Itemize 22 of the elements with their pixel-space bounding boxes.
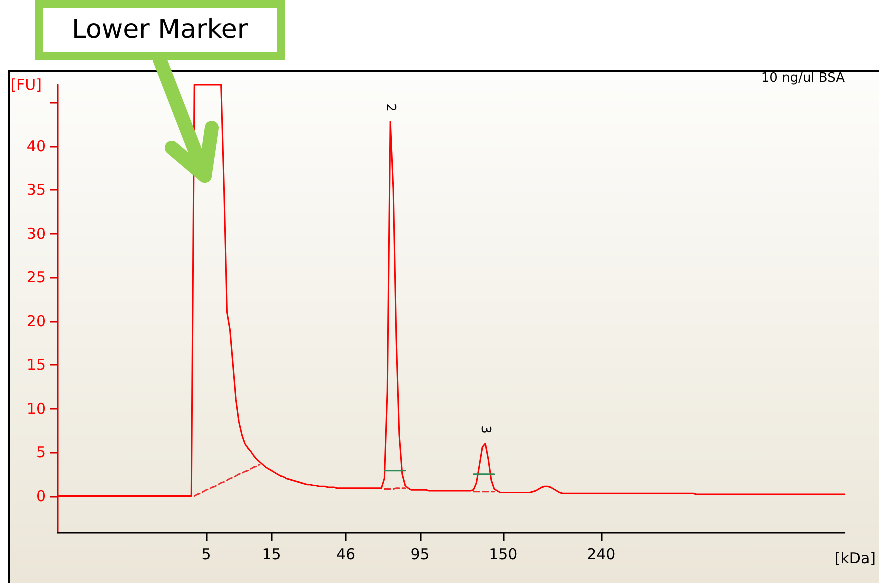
x-tick-label: 240	[587, 546, 616, 564]
x-tick-label: 15	[262, 546, 282, 564]
annotation: 10 ng/ul BSA	[761, 71, 846, 86]
y-tick-label: 5	[36, 444, 46, 462]
line-series	[57, 84, 846, 497]
y-tick-label: 20	[26, 312, 46, 330]
text: Lower Marker	[35, 0, 285, 60]
y-tick-label: 40	[26, 137, 46, 156]
annotation: 3	[478, 426, 494, 434]
x-tick-label: 150	[489, 546, 518, 564]
y-axis-title: [FU]	[10, 76, 42, 94]
x-tick-label: 95	[410, 546, 430, 564]
x-tick-label: 46	[336, 546, 356, 564]
y-tick-label: 35	[26, 181, 46, 199]
x-tick-label: 5	[202, 546, 212, 564]
y-tick-label: 10	[26, 400, 46, 418]
x-axis-title: [kDa]	[834, 550, 876, 568]
annotation: 2	[383, 104, 398, 112]
y-tick-label: 0	[36, 487, 46, 506]
y-tick-label: 30	[26, 224, 46, 243]
y-tick-label: 15	[26, 356, 46, 374]
y-tick-label: 25	[26, 268, 46, 286]
